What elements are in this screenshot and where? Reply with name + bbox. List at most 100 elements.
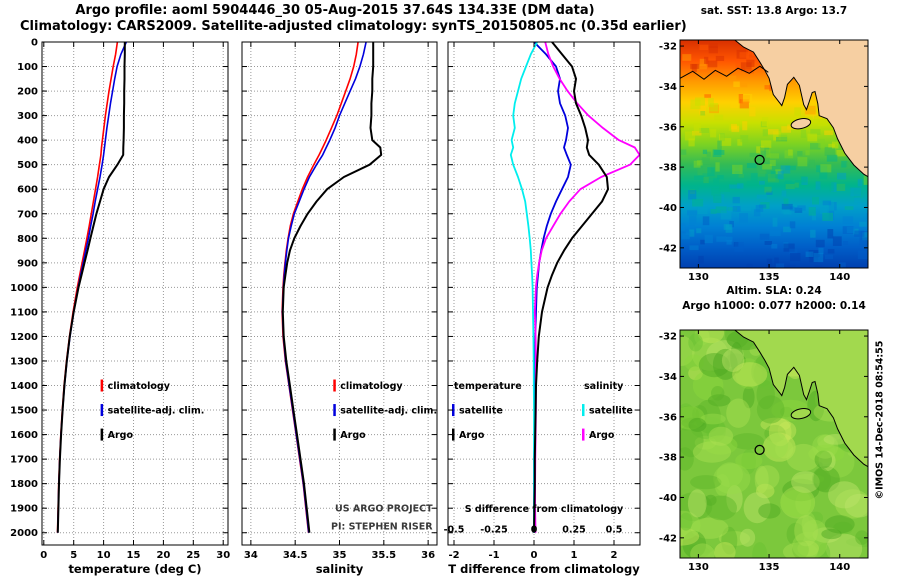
label: -40 xyxy=(659,203,677,214)
label: 1000 xyxy=(10,283,38,294)
panel-temperature: climatology satellite-adj. clim. Argo 0 5 10 1… xyxy=(10,38,230,577)
label: climatology xyxy=(108,381,171,392)
axis-ticks xyxy=(448,41,640,545)
label: 1200 xyxy=(10,332,38,343)
land-coastline xyxy=(733,330,868,468)
figure-title-line1: Argo profile: aoml 5904446_30 05-Aug-201… xyxy=(75,3,595,18)
sst-contour xyxy=(680,65,769,80)
label: Argo xyxy=(589,430,615,441)
legend-marker xyxy=(333,404,336,417)
label: -36 xyxy=(659,412,677,423)
label: 5 xyxy=(70,550,77,561)
label: 1600 xyxy=(10,430,38,441)
label: temperature (deg C) xyxy=(68,562,201,576)
imos-watermark: ©IMOS 14-Dec-2018 08:54:55 xyxy=(874,340,886,500)
panel-difference: temperature salinity satellite Argo satellit… xyxy=(444,41,641,576)
legend-marker xyxy=(452,428,455,441)
label: satellite xyxy=(459,406,503,417)
label: -0.5 xyxy=(444,524,465,535)
map-ticks xyxy=(680,40,868,268)
label: 700 xyxy=(17,209,38,220)
label: -42 xyxy=(659,243,677,254)
label: -40 xyxy=(659,493,677,504)
label: 0.5 xyxy=(606,524,623,535)
label: 1700 xyxy=(10,455,38,466)
label: climatology xyxy=(340,381,403,392)
label: temperature xyxy=(454,381,522,392)
map-frame xyxy=(679,39,869,269)
label: -2 xyxy=(448,550,459,561)
label: S difference from climatology xyxy=(465,504,624,515)
label: 1100 xyxy=(10,307,38,318)
label: T difference from climatology xyxy=(448,562,640,576)
label: 140 xyxy=(829,272,850,283)
axes-box xyxy=(41,41,229,546)
legend-marker xyxy=(100,379,104,392)
label: US ARGO PROJECT xyxy=(335,504,433,515)
axis-ticks xyxy=(42,41,228,545)
series-satellite-adj-clim- xyxy=(56,42,128,533)
map-sst: 130 135 140 -32 -34 -36 -38 -40 -42 xyxy=(659,39,869,283)
label: 1 xyxy=(571,550,578,561)
label: 1800 xyxy=(10,479,38,490)
kangaroo-island xyxy=(790,118,812,130)
label: 135 xyxy=(759,562,780,573)
label: 1400 xyxy=(10,381,38,392)
label: 0.25 xyxy=(562,524,585,535)
label: 140 xyxy=(829,562,850,573)
legend-marker xyxy=(452,404,455,417)
label: 10 xyxy=(97,550,111,561)
legend-marker xyxy=(100,428,104,441)
legend-marker xyxy=(582,428,585,441)
float-position-marker xyxy=(754,154,765,166)
label: 600 xyxy=(17,185,38,196)
label: 300 xyxy=(17,111,38,122)
label: -38 xyxy=(659,453,677,464)
sla-map-title-line1: Altim. SLA: 0.24 xyxy=(726,285,822,297)
label: 800 xyxy=(17,234,38,245)
series-argo xyxy=(56,42,126,533)
label: 200 xyxy=(17,87,38,98)
label: 400 xyxy=(17,136,38,147)
label: 35 xyxy=(333,550,347,561)
label: -36 xyxy=(659,122,677,133)
label: 36 xyxy=(421,550,435,561)
label: 1900 xyxy=(10,504,38,515)
label: 15 xyxy=(127,550,141,561)
label: PI: STEPHEN RISER xyxy=(331,521,433,532)
legend-marker xyxy=(582,404,585,417)
label: 2 xyxy=(611,550,618,561)
label: Argo xyxy=(340,430,366,441)
label: 34 xyxy=(244,550,258,561)
label: 100 xyxy=(17,62,38,73)
label: satellite-adj. clim. xyxy=(340,406,437,417)
legend-marker xyxy=(100,404,104,417)
map-ticks xyxy=(680,330,868,558)
label: 130 xyxy=(688,562,709,573)
label: 135 xyxy=(759,272,780,283)
label: 25 xyxy=(186,550,200,561)
label: 0 xyxy=(40,550,47,561)
label: -42 xyxy=(659,533,677,544)
series-argo-t xyxy=(533,42,609,533)
label: satellite xyxy=(589,406,633,417)
axes-box xyxy=(447,41,641,546)
figure-title-line2: Climatology: CARS2009. Satellite-adjuste… xyxy=(20,19,687,34)
sst-map-title: sat. SST: 13.8 Argo: 13.7 xyxy=(700,5,848,17)
label: satellite-adj. clim. xyxy=(108,406,205,417)
map-field xyxy=(680,330,868,558)
label: 1300 xyxy=(10,356,38,367)
label: 130 xyxy=(688,272,709,283)
label: 0 xyxy=(531,524,538,535)
legend: climatology satellite-adj. clim. Argo xyxy=(100,379,205,441)
label: 20 xyxy=(156,550,170,561)
label: 34.5 xyxy=(283,550,308,561)
grid xyxy=(448,41,640,545)
legend: climatology satellite-adj. clim. Argo xyxy=(333,379,437,441)
label: -1 xyxy=(488,550,499,561)
series-satellite-s xyxy=(509,42,538,533)
panel-salinity: climatology satellite-adj. clim. Argo US AR… xyxy=(241,41,438,576)
series-argo xyxy=(281,42,383,533)
